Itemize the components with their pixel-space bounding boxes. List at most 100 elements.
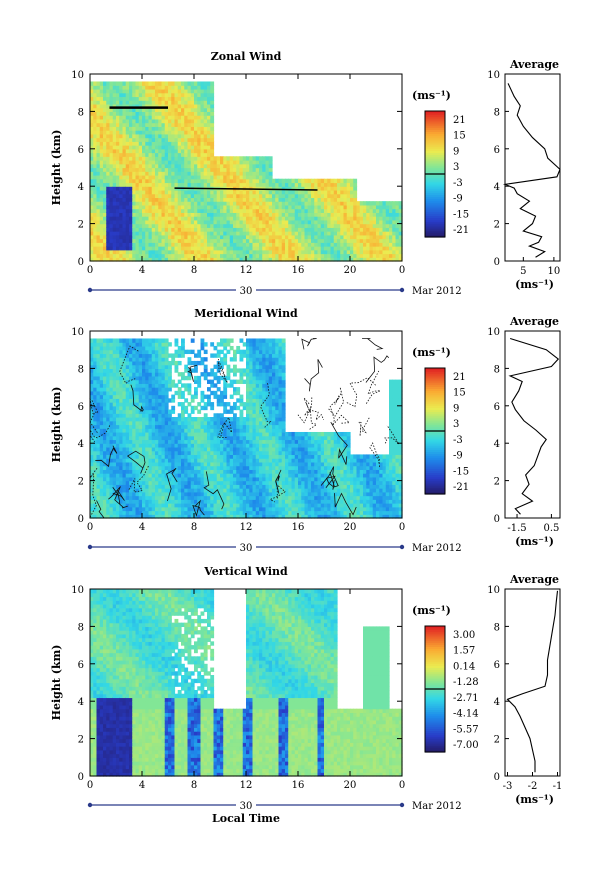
heatmap-cell — [99, 92, 104, 98]
heatmap-cell — [168, 368, 172, 373]
heatmap-cell — [138, 103, 143, 109]
heatmap-cell — [207, 402, 211, 407]
heatmap-cell — [122, 398, 127, 403]
heatmap-cell — [171, 204, 176, 210]
heatmap-cell — [226, 174, 231, 180]
heatmap-cell — [155, 231, 159, 236]
heatmap-cell — [145, 216, 150, 221]
heatmap-cell — [398, 234, 403, 240]
heatmap-cell — [246, 216, 250, 221]
heatmap-cell — [151, 409, 156, 414]
heatmap-cell — [96, 360, 101, 366]
heatmap-cell — [233, 167, 237, 172]
heatmap-cell — [151, 431, 156, 437]
heatmap-cell — [90, 461, 94, 467]
heatmap-cell — [164, 126, 169, 131]
heatmap-cell — [229, 242, 234, 247]
heatmap-cell — [93, 253, 98, 258]
heatmap-cell — [190, 473, 195, 478]
heatmap-cell — [314, 178, 319, 184]
heatmap-cell — [145, 122, 150, 127]
heatmap-cell — [181, 141, 185, 146]
heatmap-cell — [216, 480, 221, 485]
heatmap-cell — [200, 238, 205, 243]
heatmap-cell — [132, 409, 137, 414]
heatmap-cell — [385, 234, 390, 240]
heatmap-cell — [132, 446, 137, 452]
heatmap-cell — [119, 163, 124, 169]
heatmap-cell — [155, 387, 159, 392]
heatmap-cell — [125, 342, 130, 347]
heatmap-cell — [135, 107, 140, 112]
heatmap-cell — [366, 212, 371, 217]
heatmap-cell — [164, 193, 169, 199]
heatmap-cell — [93, 488, 98, 493]
heatmap-cell — [197, 506, 202, 512]
colorbar-segment — [425, 136, 445, 139]
colorbar-segment — [425, 184, 445, 188]
heatmap-cell — [171, 227, 176, 232]
heatmap-cell — [138, 379, 143, 384]
heatmap-cell — [194, 360, 198, 366]
heatmap-cell — [171, 435, 176, 441]
heatmap-cell — [142, 88, 146, 94]
heatmap-cell — [109, 197, 114, 202]
heatmap-cell — [272, 234, 276, 240]
heatmap-cell — [174, 201, 179, 206]
heatmap-cell — [151, 405, 156, 411]
heatmap-cell — [148, 238, 153, 243]
heatmap-cell — [112, 338, 117, 343]
heatmap-cell — [210, 152, 215, 157]
heatmap-cell — [239, 242, 244, 247]
heatmap-cell — [135, 145, 140, 150]
heatmap-cell — [177, 387, 182, 392]
heatmap-cell — [203, 514, 208, 519]
average-y-tick-label: 10 — [487, 70, 500, 81]
colorbar-segment — [425, 155, 445, 158]
heatmap-cell — [116, 234, 120, 240]
heatmap-cell — [184, 253, 189, 258]
heatmap-cell — [122, 167, 127, 172]
heatmap-cell — [216, 510, 221, 515]
heatmap-cell — [194, 167, 198, 172]
heatmap-cell — [132, 193, 137, 199]
heatmap-cell — [265, 186, 270, 191]
heatmap-cell — [392, 257, 397, 262]
heatmap-cell — [343, 223, 348, 228]
heatmap-cell — [109, 234, 114, 240]
heatmap-cell — [96, 469, 101, 474]
heatmap-cell — [174, 145, 179, 150]
heatmap-cell — [249, 227, 254, 232]
heatmap-cell — [268, 208, 273, 213]
heatmap-cell — [155, 402, 159, 407]
heatmap-cell — [184, 488, 189, 493]
heatmap-cell — [164, 514, 169, 519]
heatmap-cell — [99, 450, 104, 456]
heatmap-cell — [103, 491, 107, 497]
heatmap-cell — [93, 197, 98, 202]
heatmap-cell — [168, 488, 172, 493]
heatmap-cell — [197, 212, 202, 217]
heatmap-cell — [246, 178, 250, 184]
heatmap-cell — [346, 246, 351, 251]
y-tick-label: 0 — [78, 257, 84, 268]
heatmap-cell — [356, 234, 361, 240]
heatmap-cell — [174, 353, 179, 358]
heatmap-cell — [151, 488, 156, 493]
heatmap-cell — [90, 476, 94, 482]
heatmap-cell — [145, 249, 150, 255]
heatmap-cell — [112, 137, 117, 142]
heatmap-cell — [155, 461, 159, 467]
heatmap-cell — [294, 186, 299, 191]
heatmap-cell — [158, 398, 163, 403]
heatmap-cell — [138, 398, 143, 403]
heatmap-cell — [132, 458, 137, 463]
heatmap-cell — [96, 383, 101, 388]
heatmap-cell — [216, 246, 221, 251]
heatmap-cell — [158, 405, 163, 411]
heatmap-cell — [158, 126, 163, 131]
heatmap-cell — [190, 368, 195, 373]
heatmap-cell — [200, 345, 205, 351]
heatmap-cell — [106, 383, 111, 388]
heatmap-cell — [109, 368, 114, 373]
